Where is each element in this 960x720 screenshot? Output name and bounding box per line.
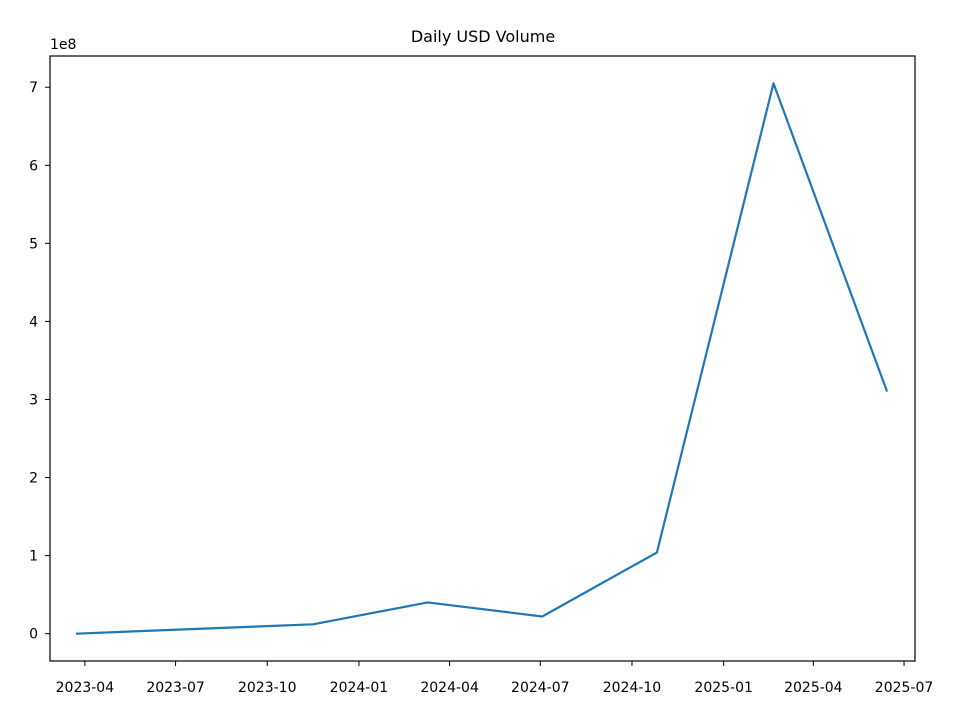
y-tick-label: 4 (29, 314, 38, 330)
y-tick-label: 7 (29, 80, 38, 96)
x-tick-label: 2025-07 (875, 680, 934, 696)
y-tick-label: 6 (29, 158, 38, 174)
x-tick-label: 2024-04 (420, 680, 479, 696)
x-tick-label: 2023-04 (56, 680, 115, 696)
x-tick-label: 2025-01 (694, 680, 753, 696)
x-tick-label: 2023-07 (146, 680, 205, 696)
x-tick-label: 2024-01 (330, 680, 389, 696)
y-tick-label: 2 (29, 471, 38, 487)
y-tick-label: 0 (29, 627, 38, 643)
y-tick-label: 5 (29, 236, 38, 252)
series-line-0 (75, 82, 889, 635)
x-tick-label: 2023-10 (238, 680, 297, 696)
plot-frame (49, 55, 916, 662)
y-axis: 0 1 2 3 4 5 6 7 (29, 80, 50, 643)
y-offset-label: 1e8 (50, 37, 76, 53)
chart-title: Daily USD Volume (411, 27, 555, 46)
x-axis: 2023-04 2023-07 2023-10 2024-01 2024-04 2024-… (56, 661, 934, 696)
x-tick-label: 2024-07 (511, 680, 570, 696)
y-tick-label: 1 (29, 549, 38, 565)
x-tick-label: 2025-04 (784, 680, 843, 696)
series-layer (75, 82, 889, 635)
x-tick-label: 2024-10 (603, 680, 662, 696)
y-tick-label: 3 (29, 392, 38, 408)
